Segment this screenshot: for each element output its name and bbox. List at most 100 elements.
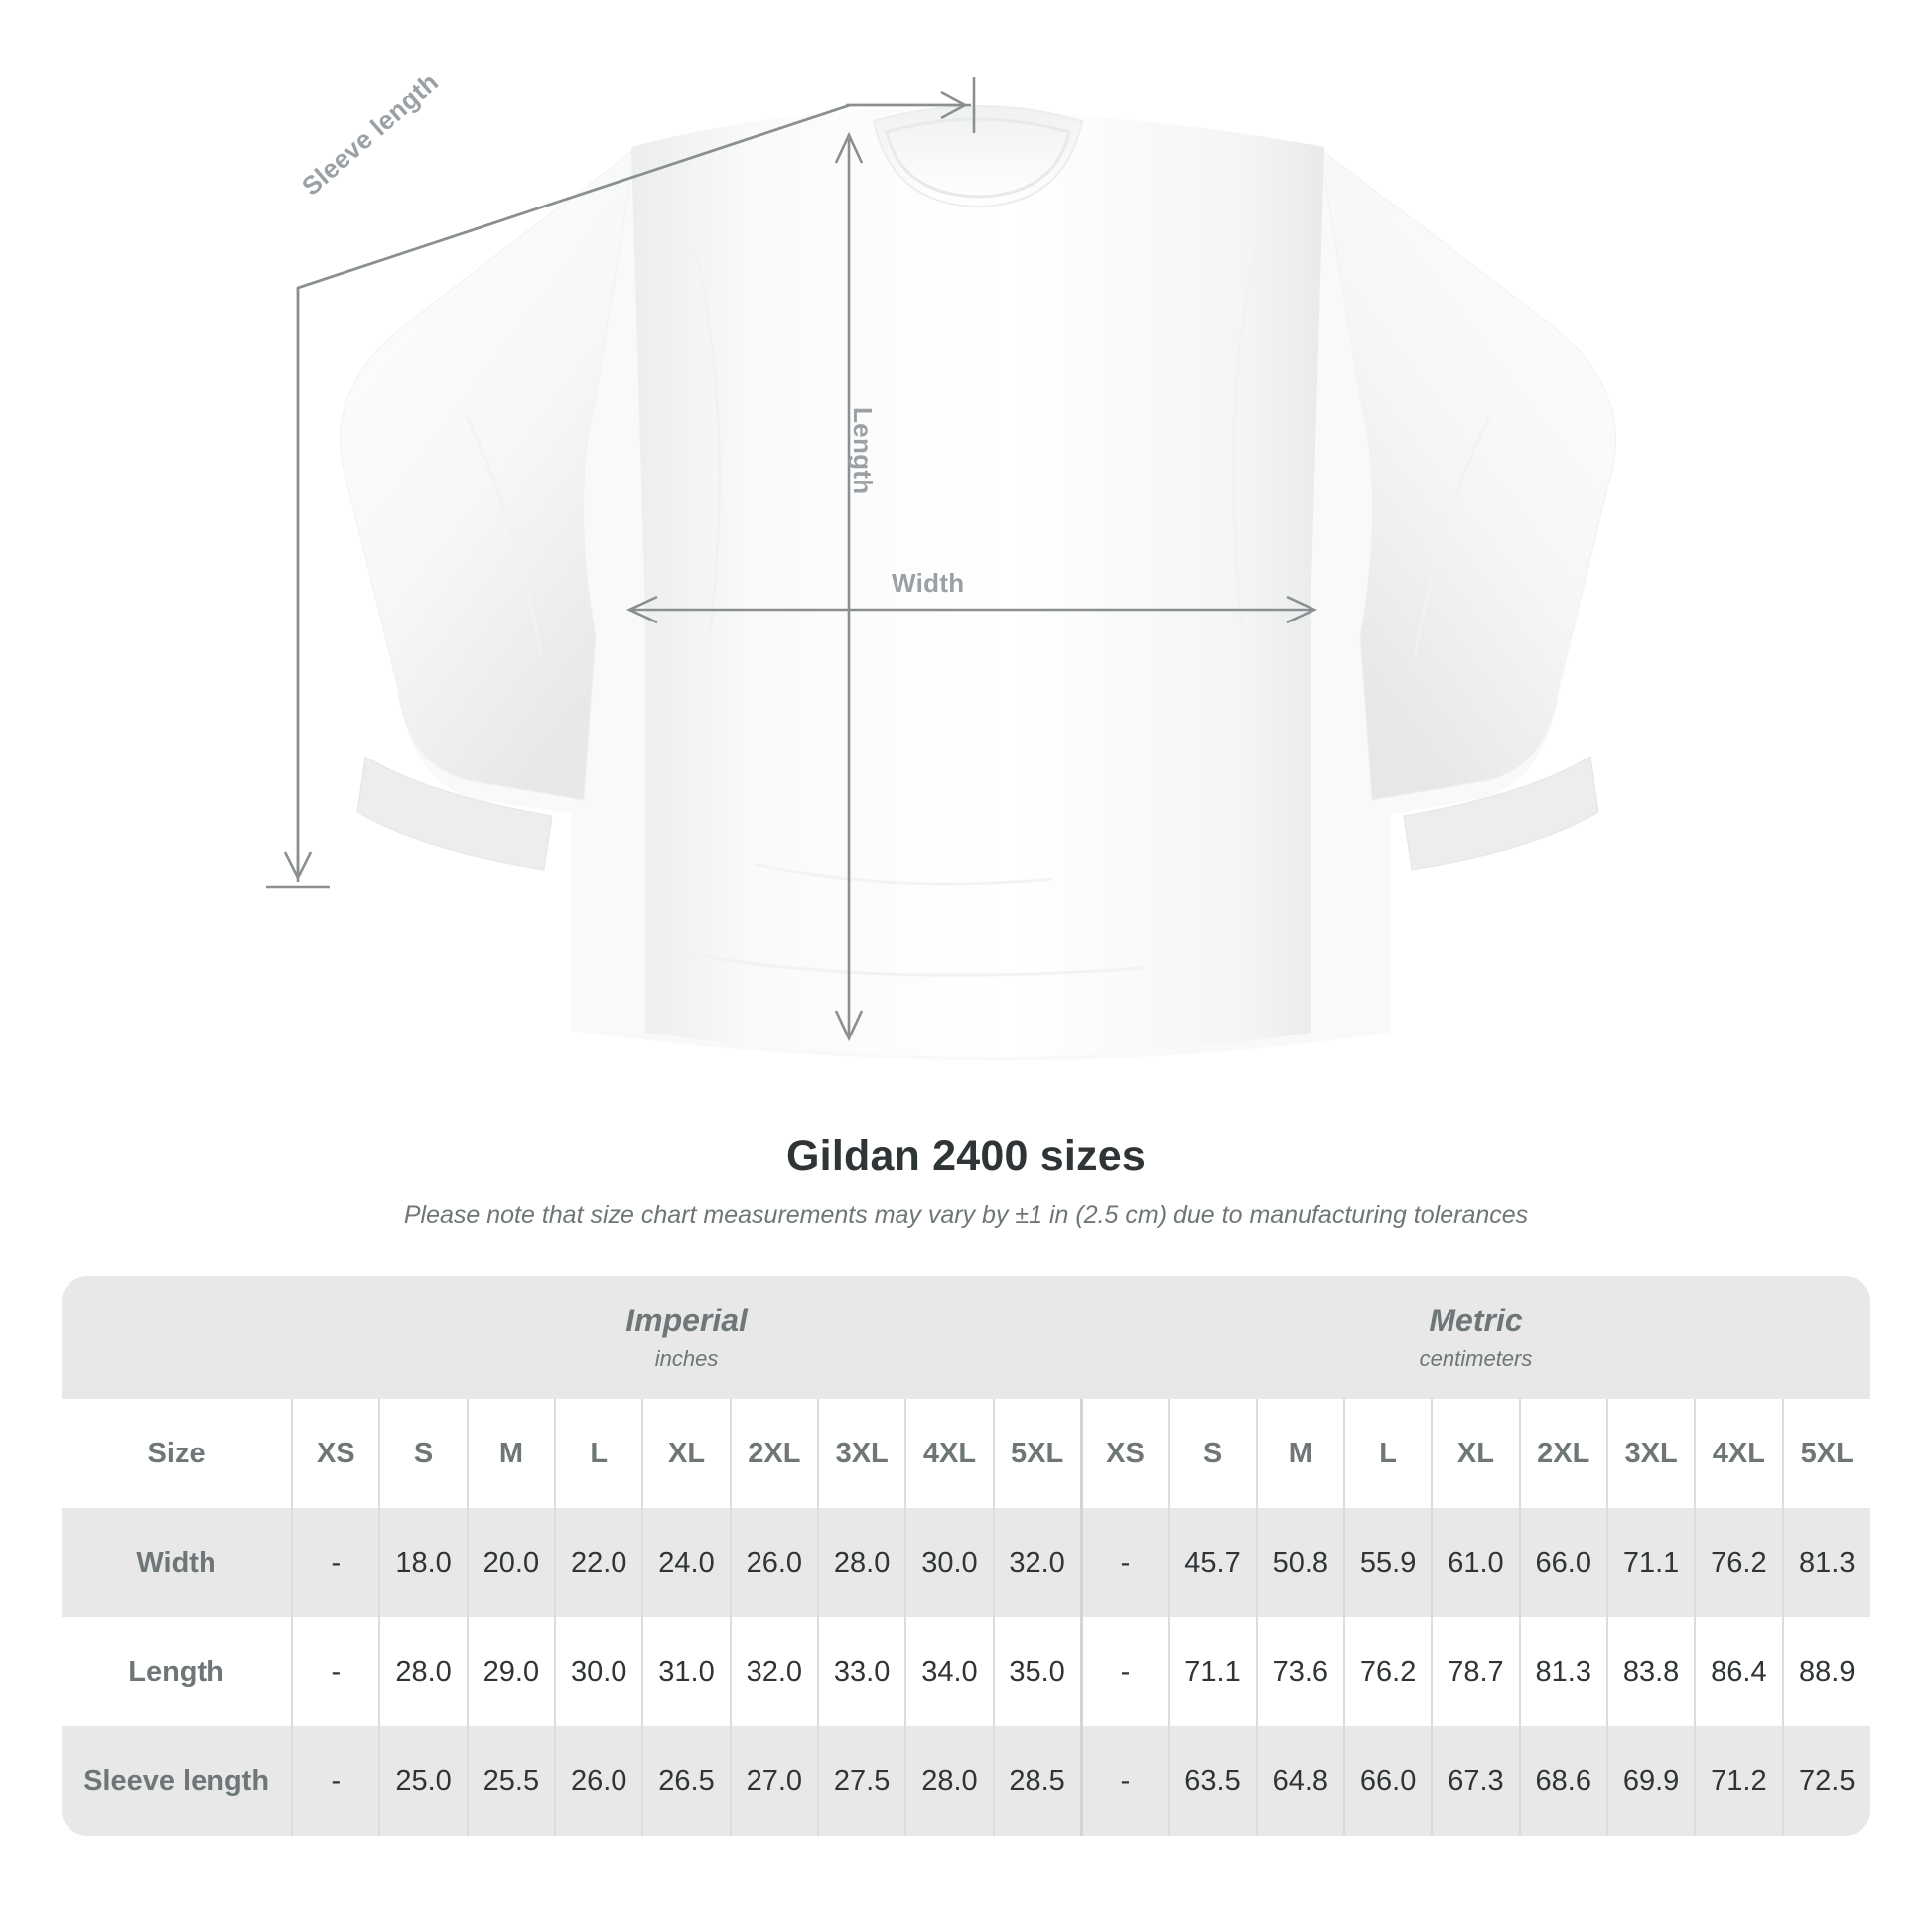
row-label-length: Length bbox=[62, 1617, 293, 1726]
size-table-wrapper: Imperial inches Metric centimeters Size … bbox=[62, 1276, 1870, 1836]
row-label-width: Width bbox=[62, 1508, 293, 1617]
cell-length-metric-s: 71.1 bbox=[1168, 1617, 1257, 1726]
cell-sleeve-metric-4xl: 71.2 bbox=[1694, 1726, 1783, 1836]
size-header-imperial-s: S bbox=[378, 1399, 468, 1508]
cell-sleeve-metric-m: 64.8 bbox=[1255, 1726, 1344, 1836]
cell-length-metric-xs: - bbox=[1079, 1617, 1170, 1726]
cell-width-imperial-xl: 24.0 bbox=[641, 1508, 731, 1617]
cell-width-metric-s: 45.7 bbox=[1168, 1508, 1257, 1617]
size-header-metric-xs: XS bbox=[1079, 1399, 1170, 1508]
size-header-metric-5xl: 5XL bbox=[1781, 1399, 1870, 1508]
unit-cell-imperial: Imperial inches bbox=[292, 1276, 1082, 1399]
cell-sleeve-metric-3xl: 69.9 bbox=[1605, 1726, 1696, 1836]
cell-length-imperial-xl: 31.0 bbox=[641, 1617, 731, 1726]
cell-width-metric-3xl: 71.1 bbox=[1605, 1508, 1696, 1617]
cell-length-imperial-xs: - bbox=[291, 1617, 380, 1726]
cell-sleeve-imperial-2xl: 27.0 bbox=[729, 1726, 818, 1836]
cell-width-imperial-2xl: 26.0 bbox=[729, 1508, 818, 1617]
cell-sleeve-imperial-l: 26.0 bbox=[554, 1726, 643, 1836]
cell-width-imperial-3xl: 28.0 bbox=[816, 1508, 906, 1617]
cell-length-metric-xl: 78.7 bbox=[1431, 1617, 1520, 1726]
sleeve-length-arrowhead-down bbox=[283, 851, 313, 881]
cell-sleeve-imperial-5xl: 28.5 bbox=[992, 1726, 1082, 1836]
cell-sleeve-metric-l: 66.0 bbox=[1342, 1726, 1433, 1836]
cell-width-metric-2xl: 66.0 bbox=[1518, 1508, 1607, 1617]
cell-width-imperial-m: 20.0 bbox=[466, 1508, 556, 1617]
cell-width-metric-xl: 61.0 bbox=[1431, 1508, 1520, 1617]
cell-width-metric-xs: - bbox=[1079, 1508, 1170, 1617]
size-header-imperial-2xl: 2XL bbox=[729, 1399, 818, 1508]
left-sleeve bbox=[339, 147, 636, 801]
cell-width-imperial-xs: - bbox=[291, 1508, 380, 1617]
width-label: Width bbox=[892, 568, 965, 598]
unit-corner-cell bbox=[62, 1276, 293, 1399]
measurement-overlay bbox=[266, 77, 1318, 1042]
width-arrowhead-left bbox=[625, 595, 658, 624]
cell-width-imperial-s: 18.0 bbox=[378, 1508, 468, 1617]
right-sleeve bbox=[1319, 147, 1617, 801]
size-header-imperial-xl: XL bbox=[641, 1399, 731, 1508]
shirt-body bbox=[631, 109, 1324, 1058]
cell-length-metric-2xl: 81.3 bbox=[1518, 1617, 1607, 1726]
cell-sleeve-metric-5xl: 72.5 bbox=[1781, 1726, 1870, 1836]
cell-sleeve-metric-xl: 67.3 bbox=[1431, 1726, 1520, 1836]
cell-length-imperial-3xl: 33.0 bbox=[816, 1617, 906, 1726]
length-label: Length bbox=[848, 407, 878, 495]
size-header-imperial-m: M bbox=[466, 1399, 556, 1508]
cell-length-imperial-5xl: 35.0 bbox=[992, 1617, 1082, 1726]
table-row: Sleeve length - 25.0 25.5 26.0 26.5 27.0… bbox=[62, 1726, 1870, 1836]
cell-length-metric-m: 73.6 bbox=[1255, 1617, 1344, 1726]
size-header-imperial-5xl: 5XL bbox=[992, 1399, 1082, 1508]
size-header-row: Size XS S M L XL 2XL 3XL 4XL 5XL XS S M … bbox=[62, 1399, 1870, 1508]
page-title: Gildan 2400 sizes bbox=[786, 1132, 1146, 1179]
size-header-metric-l: L bbox=[1342, 1399, 1433, 1508]
unit-sub-imperial: inches bbox=[654, 1346, 719, 1372]
width-arrowhead-right bbox=[1286, 595, 1318, 624]
size-header-metric-s: S bbox=[1168, 1399, 1257, 1508]
cell-sleeve-imperial-3xl: 27.5 bbox=[816, 1726, 906, 1836]
size-header-metric-4xl: 4XL bbox=[1694, 1399, 1783, 1508]
fabric-folds bbox=[465, 247, 1491, 977]
size-header-metric-3xl: 3XL bbox=[1605, 1399, 1696, 1508]
cell-length-metric-4xl: 86.4 bbox=[1694, 1617, 1783, 1726]
size-header-imperial-3xl: 3XL bbox=[816, 1399, 906, 1508]
size-header-imperial-xs: XS bbox=[291, 1399, 380, 1508]
size-header-metric-m: M bbox=[1255, 1399, 1344, 1508]
cell-width-metric-m: 50.8 bbox=[1255, 1508, 1344, 1617]
size-header-metric-2xl: 2XL bbox=[1518, 1399, 1607, 1508]
cell-length-imperial-s: 28.0 bbox=[378, 1617, 468, 1726]
right-cuff bbox=[1403, 756, 1599, 871]
cell-length-metric-5xl: 88.9 bbox=[1781, 1617, 1870, 1726]
cell-sleeve-metric-xs: - bbox=[1079, 1726, 1170, 1836]
sleeve-length-arrowhead-right bbox=[940, 90, 968, 120]
page-subtitle: Please note that size chart measurements… bbox=[403, 1201, 1529, 1229]
length-arrowhead-down bbox=[834, 1010, 864, 1042]
cell-length-metric-l: 76.2 bbox=[1342, 1617, 1433, 1726]
size-table: Imperial inches Metric centimeters Size … bbox=[62, 1276, 1870, 1836]
unit-cell-metric: Metric centimeters bbox=[1081, 1276, 1870, 1399]
cell-width-imperial-l: 22.0 bbox=[554, 1508, 643, 1617]
cell-width-imperial-5xl: 32.0 bbox=[992, 1508, 1082, 1617]
cell-length-imperial-2xl: 32.0 bbox=[729, 1617, 818, 1726]
garment-illustration: Sleeve length Length Width bbox=[266, 67, 1617, 1058]
table-row: Length - 28.0 29.0 30.0 31.0 32.0 33.0 3… bbox=[62, 1617, 1870, 1726]
unit-name-imperial: Imperial bbox=[625, 1302, 748, 1338]
cell-length-imperial-m: 29.0 bbox=[466, 1617, 556, 1726]
size-header-imperial-4xl: 4XL bbox=[904, 1399, 994, 1508]
cell-width-metric-4xl: 76.2 bbox=[1694, 1508, 1783, 1617]
cell-sleeve-imperial-4xl: 28.0 bbox=[904, 1726, 994, 1836]
unit-name-metric: Metric bbox=[1429, 1302, 1523, 1338]
cell-sleeve-imperial-xs: - bbox=[291, 1726, 380, 1836]
cell-length-imperial-l: 30.0 bbox=[554, 1617, 643, 1726]
unit-header-row: Imperial inches Metric centimeters bbox=[62, 1276, 1870, 1399]
garment-svg bbox=[266, 77, 1617, 1058]
cell-width-metric-l: 55.9 bbox=[1342, 1508, 1433, 1617]
table-row: Width - 18.0 20.0 22.0 24.0 26.0 28.0 30… bbox=[62, 1508, 1870, 1617]
cell-width-metric-5xl: 81.3 bbox=[1781, 1508, 1870, 1617]
cell-sleeve-imperial-xl: 26.5 bbox=[641, 1726, 731, 1836]
cell-length-metric-3xl: 83.8 bbox=[1605, 1617, 1696, 1726]
cell-sleeve-imperial-s: 25.0 bbox=[378, 1726, 468, 1836]
unit-sub-metric: centimeters bbox=[1419, 1346, 1533, 1372]
size-header-imperial-l: L bbox=[554, 1399, 643, 1508]
